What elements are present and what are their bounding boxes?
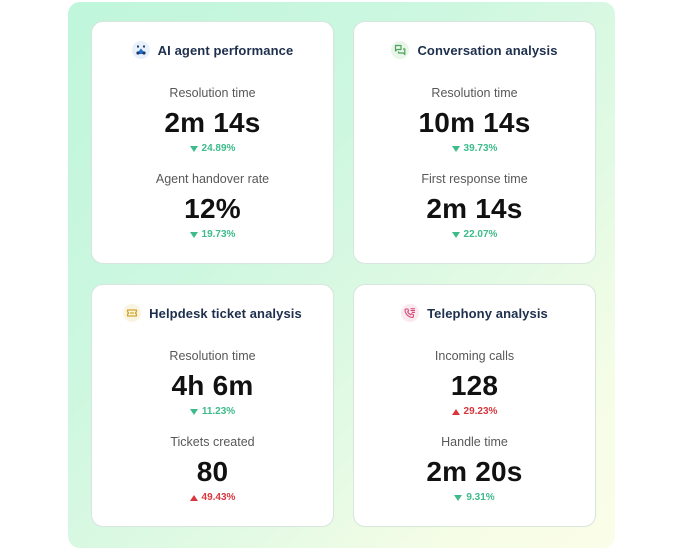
- metric-label: Resolution time: [169, 86, 256, 100]
- trend-down-icon: [189, 146, 198, 152]
- metric-value: 2m 14s: [426, 193, 523, 224]
- metric-delta: 49.43%: [189, 492, 236, 504]
- card-header: Conversation analysis: [354, 39, 595, 61]
- metric-tickets-created: Tickets created 80 49.43%: [92, 434, 333, 506]
- metric-delta: 22.07%: [451, 229, 498, 241]
- delta-value: 39.73%: [463, 143, 498, 154]
- trend-down-icon: [451, 232, 460, 238]
- card-title: Telephony analysis: [427, 305, 548, 321]
- card-title: Conversation analysis: [417, 42, 558, 58]
- delta-value: 19.73%: [201, 229, 236, 240]
- metric-value: 80: [196, 456, 229, 487]
- metric-label: Handle time: [441, 435, 508, 449]
- trend-down-icon: [451, 146, 460, 152]
- metric-resolution-time: Resolution time 4h 6m 11.23%: [92, 348, 333, 420]
- metric-incoming-calls: Incoming calls 128 29.23%: [354, 348, 595, 420]
- card-ai-agent-performance: AI agent performance Resolution time 2m …: [91, 21, 334, 264]
- metric-label: Resolution time: [431, 86, 518, 100]
- metric-value: 2m 20s: [426, 456, 523, 487]
- delta-value: 29.23%: [463, 406, 498, 417]
- phone-call-icon: [401, 304, 420, 322]
- ticket-icon: [123, 304, 142, 322]
- metric-delta: 11.23%: [189, 406, 236, 418]
- metric-resolution-time: Resolution time 2m 14s 24.89%: [92, 85, 333, 157]
- trend-down-icon: [454, 495, 463, 501]
- metric-label: Resolution time: [169, 349, 256, 363]
- metric-agent-handover-rate: Agent handover rate 12% 19.73%: [92, 171, 333, 243]
- chat-bubbles-icon: [391, 41, 410, 59]
- metric-value: 2m 14s: [164, 107, 261, 138]
- card-helpdesk-ticket-analysis: Helpdesk ticket analysis Resolution time…: [91, 284, 334, 527]
- ai-agent-icon: [131, 41, 150, 59]
- card-header: AI agent performance: [92, 39, 333, 61]
- trend-up-icon: [189, 495, 198, 501]
- delta-value: 22.07%: [463, 229, 498, 240]
- metric-label: Tickets created: [170, 435, 255, 449]
- card-header: Telephony analysis: [354, 302, 595, 324]
- delta-value: 11.23%: [201, 406, 236, 417]
- metric-delta: 24.89%: [189, 143, 236, 155]
- trend-up-icon: [451, 409, 460, 415]
- metric-label: Incoming calls: [434, 349, 515, 363]
- metric-value: 10m 14s: [418, 107, 531, 138]
- metric-delta: 9.31%: [454, 492, 495, 504]
- dashboard-stats-panel: AI agent performance Resolution time 2m …: [68, 2, 615, 548]
- metric-handle-time: Handle time 2m 20s 9.31%: [354, 434, 595, 506]
- metric-label: Agent handover rate: [155, 172, 270, 186]
- delta-value: 9.31%: [466, 492, 495, 503]
- delta-value: 49.43%: [201, 492, 236, 503]
- card-header: Helpdesk ticket analysis: [92, 302, 333, 324]
- trend-down-icon: [189, 232, 198, 238]
- metric-value: 128: [450, 370, 499, 401]
- metric-delta: 19.73%: [189, 229, 236, 241]
- metric-label: First response time: [421, 172, 528, 186]
- card-title: Helpdesk ticket analysis: [149, 305, 302, 321]
- card-title: AI agent performance: [157, 42, 294, 58]
- metric-delta: 39.73%: [451, 143, 498, 155]
- metric-resolution-time: Resolution time 10m 14s 39.73%: [354, 85, 595, 157]
- metric-delta: 29.23%: [451, 406, 498, 418]
- trend-down-icon: [189, 409, 198, 415]
- metric-value: 4h 6m: [171, 370, 254, 401]
- card-conversation-analysis: Conversation analysis Resolution time 10…: [353, 21, 596, 264]
- card-telephony-analysis: Telephony analysis Incoming calls 128 29…: [353, 284, 596, 527]
- delta-value: 24.89%: [201, 143, 236, 154]
- metric-value: 12%: [184, 193, 241, 224]
- metric-first-response-time: First response time 2m 14s 22.07%: [354, 171, 595, 243]
